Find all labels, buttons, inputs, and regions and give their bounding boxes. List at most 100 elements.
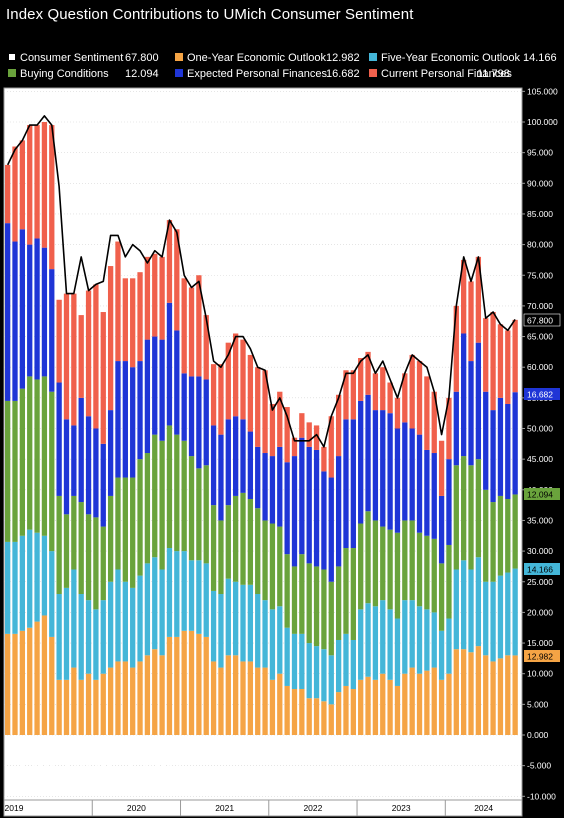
bar-segment xyxy=(174,551,180,637)
bar-segment xyxy=(100,443,106,527)
bar-segment xyxy=(483,655,489,735)
last-value-tag xyxy=(524,650,560,662)
bar-segment xyxy=(188,630,195,735)
bar-segment xyxy=(453,649,459,735)
y-tick-label: 30.000 xyxy=(527,546,553,556)
bar-segment xyxy=(372,373,379,411)
bar-segment xyxy=(174,636,180,735)
bar-segment xyxy=(365,603,371,677)
bar-segment xyxy=(137,575,143,662)
bar-segment xyxy=(19,229,26,389)
bar-segment xyxy=(78,315,84,398)
bar-segment xyxy=(505,498,511,573)
bar-segment xyxy=(394,397,401,429)
bar-segment xyxy=(144,256,151,340)
bar-segment xyxy=(210,661,217,735)
bar-segment xyxy=(27,244,33,377)
last-value-tag xyxy=(524,488,560,500)
bar-segment xyxy=(233,495,239,582)
bar-segment xyxy=(100,312,106,444)
bar-segment xyxy=(402,673,408,735)
bar-segment xyxy=(255,508,261,595)
bar-segment xyxy=(394,618,401,686)
bar-segment xyxy=(299,554,305,634)
bar-segment xyxy=(387,609,393,680)
bar-segment xyxy=(27,376,33,530)
bar-segment xyxy=(512,319,518,393)
bar-segment xyxy=(306,563,312,644)
bar-segment xyxy=(497,495,504,576)
bar-segment xyxy=(284,554,290,628)
bar-segment xyxy=(475,646,482,735)
bar-segment xyxy=(372,606,379,680)
bar-segment xyxy=(5,400,11,542)
bar-segment xyxy=(225,419,231,506)
bar-segment xyxy=(78,594,84,680)
bar-segment xyxy=(166,636,173,735)
bar-segment xyxy=(188,456,195,561)
legend-label: Consumer Sentiment xyxy=(20,52,124,64)
bar-segment xyxy=(497,575,504,659)
bar-segment xyxy=(321,446,327,472)
bar-segment xyxy=(365,394,371,512)
bar-segment xyxy=(115,661,121,735)
bar-segment xyxy=(262,520,268,601)
bar-segment xyxy=(247,354,254,432)
bar-segment xyxy=(19,140,26,230)
x-tick-label: 2023 xyxy=(392,803,411,813)
bar-segment xyxy=(468,281,474,362)
bar-segment xyxy=(5,633,11,735)
bar-segment xyxy=(453,465,459,570)
bar-segment xyxy=(130,587,136,668)
bar-segment xyxy=(233,655,239,735)
last-value-label: 12.094 xyxy=(527,490,553,500)
bar-segment xyxy=(240,419,246,493)
bar-segment xyxy=(416,434,423,533)
y-tick-label: 80.000 xyxy=(527,240,553,250)
y-tick-label: 45.000 xyxy=(527,454,553,464)
bar-segment xyxy=(416,532,423,607)
bar-segment xyxy=(122,477,128,582)
bar-segment xyxy=(483,318,489,392)
bar-segment xyxy=(350,419,356,549)
bar-segment xyxy=(512,568,518,656)
bar-segment xyxy=(409,354,415,429)
bar-segment xyxy=(262,667,268,735)
bar-segment xyxy=(166,548,173,637)
bar-segment xyxy=(27,529,33,628)
last-value-label: 14.166 xyxy=(527,565,553,575)
legend-swatch xyxy=(369,53,377,61)
last-value-tag xyxy=(524,388,560,400)
legend-swatch xyxy=(369,69,377,77)
bar-segment xyxy=(358,609,364,680)
bar-segment xyxy=(122,361,128,478)
y-tick-label: 75.000 xyxy=(527,270,553,280)
bar-segment xyxy=(196,633,202,735)
bar-segment xyxy=(387,679,393,735)
bar-segment xyxy=(394,685,401,735)
bar-segment xyxy=(122,278,128,362)
bar-segment xyxy=(453,305,459,392)
bar-segment xyxy=(431,391,437,454)
bar-segment xyxy=(277,526,283,607)
bar-segment xyxy=(27,125,33,245)
bar-segment xyxy=(78,502,84,595)
bar-segment xyxy=(277,606,283,674)
bar-segment xyxy=(63,587,70,680)
x-tick-label: 2021 xyxy=(215,803,234,813)
legend-entry-expected-personal-finances: Expected Personal Finances xyxy=(175,68,327,80)
bar-segment xyxy=(483,581,489,656)
bar-segment xyxy=(328,704,334,735)
bar-segment xyxy=(210,425,217,506)
y-tick-label: -5.000 xyxy=(527,761,551,771)
bar-segment xyxy=(107,266,114,411)
legend-label: Five-Year Economic Outlook xyxy=(381,52,520,64)
legend-entry-five-year-outlook: Five-Year Economic Outlook xyxy=(369,52,520,64)
bar-segment xyxy=(497,397,504,496)
bar-segment xyxy=(372,520,379,607)
bar-segment xyxy=(468,569,474,653)
bar-segment xyxy=(284,462,290,555)
bar-segment xyxy=(299,413,305,438)
bar-segment xyxy=(41,247,48,377)
